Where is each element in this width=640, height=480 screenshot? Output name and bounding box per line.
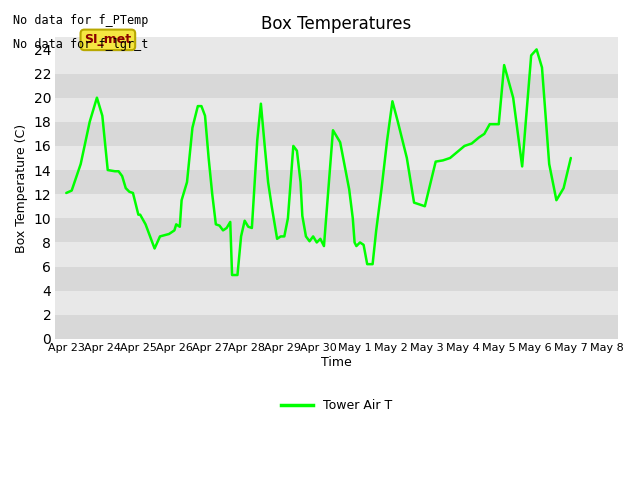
Bar	[56, 291, 618, 315]
Text: No data for f_PTemp: No data for f_PTemp	[13, 14, 148, 27]
Bar	[56, 218, 618, 242]
Bar	[56, 73, 618, 97]
Bar	[56, 122, 618, 146]
Bar	[56, 194, 618, 218]
Text: No data for f_lgr_t: No data for f_lgr_t	[13, 38, 148, 51]
Y-axis label: Box Temperature (C): Box Temperature (C)	[15, 123, 28, 252]
Bar	[56, 97, 618, 122]
Bar	[56, 315, 618, 339]
Legend: Tower Air T: Tower Air T	[276, 394, 397, 417]
Bar	[56, 266, 618, 291]
Title: Box Temperatures: Box Temperatures	[262, 15, 412, 33]
X-axis label: Time: Time	[321, 356, 352, 369]
Bar	[56, 49, 618, 73]
Text: SI_met: SI_met	[84, 34, 131, 47]
Bar	[56, 170, 618, 194]
Bar	[56, 146, 618, 170]
Bar	[56, 242, 618, 266]
